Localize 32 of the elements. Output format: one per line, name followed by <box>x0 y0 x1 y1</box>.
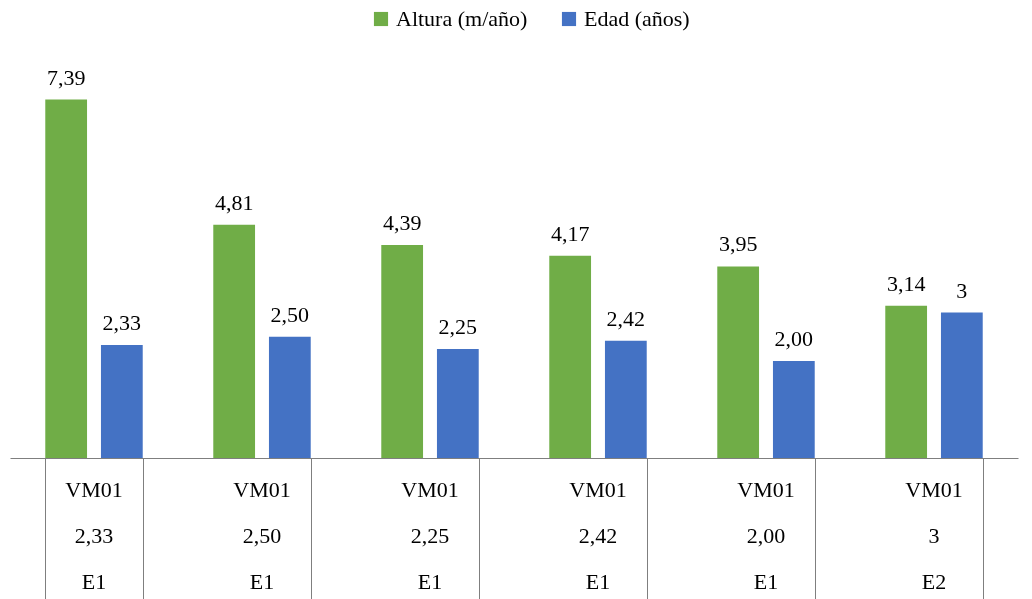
bar <box>100 345 143 458</box>
x-tick-label: VM01 2,25 E1 <box>401 477 459 594</box>
data-label: 2,25 <box>438 313 478 339</box>
x-tick-label: VM01 2,50 E1 <box>233 477 291 594</box>
data-label: 4,39 <box>382 210 422 236</box>
bar <box>772 361 815 458</box>
bar <box>381 245 424 458</box>
x-tick-label: VM01 3 E2 <box>905 477 963 594</box>
data-label: 2,33 <box>102 309 142 335</box>
data-label: 2,42 <box>606 305 646 331</box>
x-tick-label: VM01 2,00 E1 <box>737 477 795 594</box>
bar <box>717 266 760 458</box>
bar <box>45 99 88 458</box>
bar <box>604 340 647 458</box>
bar <box>213 224 256 458</box>
legend-label: Altura (m/año) <box>396 6 528 31</box>
x-tick-label: VM01 2,42 E1 <box>569 477 627 594</box>
bar <box>436 348 479 458</box>
data-label: 2,50 <box>270 301 310 327</box>
data-label: 4,17 <box>550 220 590 246</box>
bar <box>885 305 928 458</box>
bar <box>268 336 311 458</box>
bar <box>940 312 983 458</box>
bar <box>549 255 592 458</box>
x-tick-label: VM01 2,33 E1 <box>65 477 123 594</box>
data-label: 2,00 <box>774 326 814 351</box>
data-label: 3 <box>956 277 968 303</box>
data-label: 7,39 <box>46 64 86 90</box>
data-label: 4,81 <box>214 189 254 215</box>
legend-label: Edad (años) <box>584 6 690 31</box>
data-label: 3,95 <box>718 231 758 257</box>
data-label: 3,14 <box>886 270 926 296</box>
